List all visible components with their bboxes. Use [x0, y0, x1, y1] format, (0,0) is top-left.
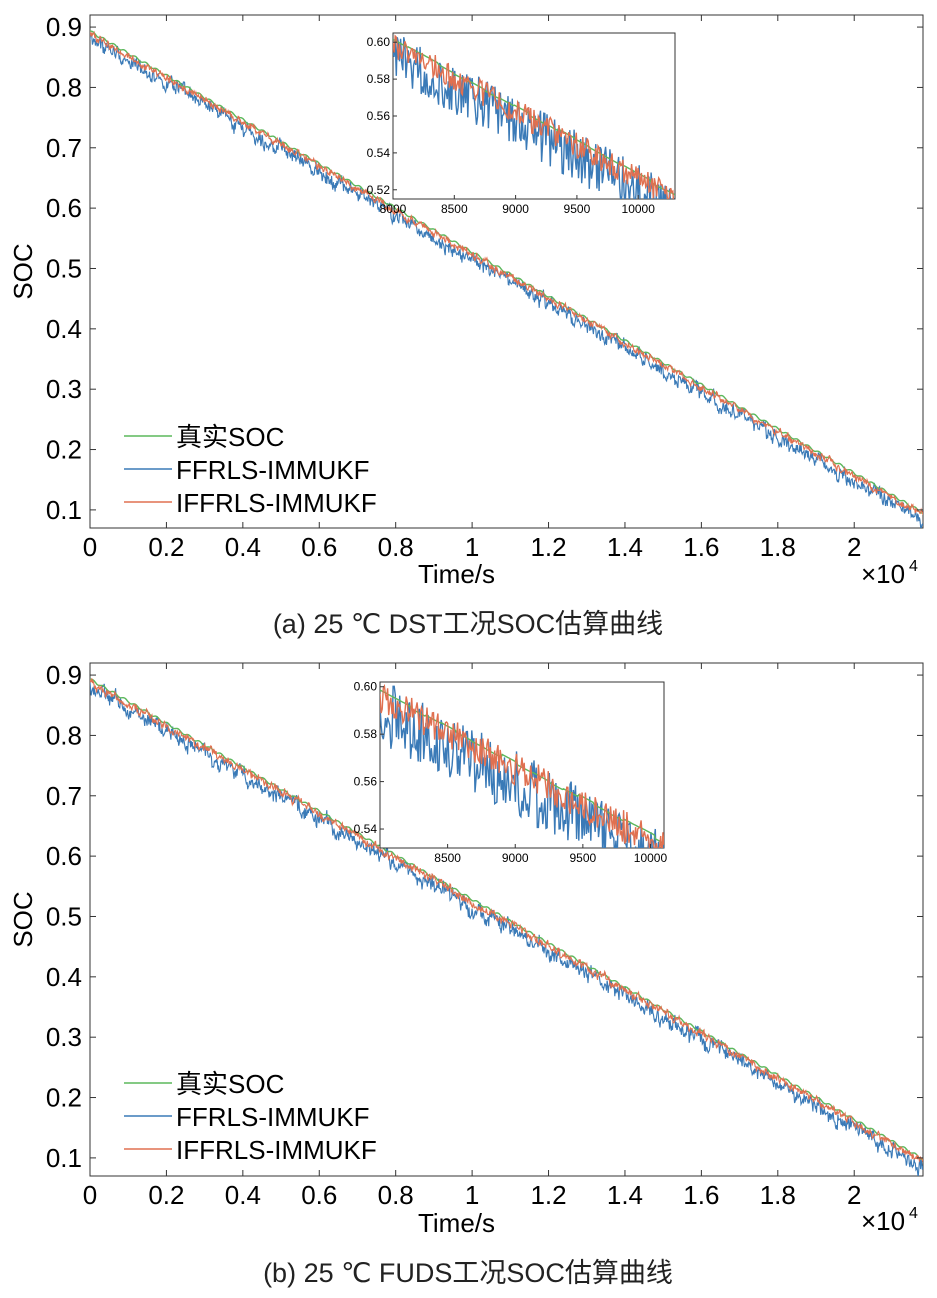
x-axis-multiplier: ×10 [861, 559, 905, 589]
x-axis-label: Time/s [418, 1208, 495, 1238]
figure-caption: (a) 25 ℃ DST工况SOC估算曲线 [273, 609, 663, 639]
y-tick-label: 0.4 [46, 962, 82, 992]
inset-y-tick-label: 0.58 [354, 727, 378, 741]
inset-zoom: 8000 8500 9000 9500 10000 0.52 0.54 0.56 0.58 0.6… [367, 32, 676, 216]
y-tick-label: 0.3 [46, 1022, 82, 1052]
inset-series-line-ffrls-immukf [380, 685, 664, 848]
inset-x-tick-label: 8000 [380, 202, 407, 216]
series-line-iffrls-immukf [90, 30, 923, 515]
x-tick-label: 2 [847, 1180, 861, 1210]
inset-x-tick-label: 9000 [502, 202, 529, 216]
x-tick-label: 0.6 [301, 532, 337, 562]
x-tick-label: 1.2 [530, 532, 566, 562]
x-tick-label: 0.2 [148, 532, 184, 562]
inset-x-tick-label: 9500 [564, 202, 591, 216]
x-tick-label: 0.6 [301, 1180, 337, 1210]
x-axis-label: Time/s [418, 559, 495, 589]
inset-y-tick-label: 0.54 [367, 146, 391, 160]
y-tick-label: 0.8 [46, 720, 82, 750]
inset-series-line-ffrls-immukf [393, 37, 675, 199]
inset-y-tick-label: 0.56 [367, 109, 391, 123]
x-axis-multiplier-exponent: 4 [909, 558, 918, 575]
inset-x-tick-label: 8500 [441, 202, 468, 216]
legend-label: IFFRLS-IMMUKF [176, 488, 377, 518]
x-tick-label: 0 [83, 532, 97, 562]
legend-label: FFRLS-IMMUKF [176, 1102, 370, 1132]
inset-x-tick-label: 9500 [570, 851, 597, 865]
y-tick-label: 0.7 [46, 781, 82, 811]
chart-a: 0 0.2 0.4 0.6 0.8 1 1.2 1.4 1.6 1.8 2 0.1 0.2 0.3 0.4 0… [8, 12, 924, 639]
x-tick-label: 1.8 [760, 1180, 796, 1210]
x-tick-label: 2 [847, 532, 861, 562]
y-tick-label: 0.4 [46, 314, 82, 344]
inset-zoom: 8500 9000 9500 10000 0.54 0.56 0.58 0.60 [354, 680, 668, 865]
x-tick-label: 0.8 [378, 532, 414, 562]
legend-label: 真实SOC [176, 422, 284, 452]
legend-label: 真实SOC [176, 1069, 284, 1099]
inset-y-tick-label: 0.60 [367, 35, 391, 49]
y-tick-label: 0.1 [46, 1143, 82, 1173]
inset-y-tick-label: 0.60 [354, 680, 378, 694]
inset-x-tick-label: 10000 [634, 851, 668, 865]
inset-series-line-iffrls-immukf [380, 683, 664, 848]
y-tick-label: 0.7 [46, 133, 82, 163]
y-axis-label: SOC [8, 243, 38, 299]
inset-x-tick-label: 10000 [622, 202, 656, 216]
inset-y-tick-label: 0.52 [367, 183, 391, 197]
y-tick-label: 0.2 [46, 435, 82, 465]
inset-y-tick-label: 0.56 [354, 775, 378, 789]
x-tick-label: 1.4 [607, 532, 643, 562]
y-tick-label: 0.2 [46, 1083, 82, 1113]
y-tick-label: 0.8 [46, 72, 82, 102]
y-tick-label: 0.5 [46, 901, 82, 931]
figure-caption: (b) 25 ℃ FUDS工况SOC估算曲线 [263, 1258, 673, 1288]
legend-label: IFFRLS-IMMUKF [176, 1135, 377, 1165]
y-tick-label: 0.5 [46, 253, 82, 283]
x-tick-label: 0.8 [378, 1180, 414, 1210]
y-axis-label: SOC [8, 891, 38, 947]
y-tick-label: 0.1 [46, 495, 82, 525]
x-tick-label: 1.6 [683, 532, 719, 562]
x-tick-label: 1.8 [760, 532, 796, 562]
x-axis-multiplier: ×10 [861, 1206, 905, 1236]
inset-y-tick-label: 0.58 [367, 72, 391, 86]
y-tick-label: 0.6 [46, 841, 82, 871]
inset-series-line-iffrls-immukf [393, 34, 675, 199]
y-tick-label: 0.3 [46, 374, 82, 404]
x-tick-label: 1.6 [683, 1180, 719, 1210]
x-tick-label: 0.2 [148, 1180, 184, 1210]
x-tick-label: 0.4 [225, 1180, 261, 1210]
x-tick-label: 1.4 [607, 1180, 643, 1210]
y-tick-label: 0.9 [46, 12, 82, 42]
x-tick-label: 0 [83, 1180, 97, 1210]
inset-y-tick-label: 0.54 [354, 822, 378, 836]
y-tick-label: 0.9 [46, 660, 82, 690]
chart-b: 0 0.2 0.4 0.6 0.8 1 1.2 1.4 1.6 1.8 2 0.1 0.2 0.3 0.4 0… [8, 660, 924, 1288]
series-line-iffrls-immukf [90, 678, 923, 1163]
x-axis-multiplier-exponent: 4 [909, 1205, 918, 1222]
x-tick-label: 1.2 [530, 1180, 566, 1210]
x-tick-label: 1 [465, 532, 479, 562]
legend-label: FFRLS-IMMUKF [176, 455, 370, 485]
inset-x-tick-label: 9000 [502, 851, 529, 865]
inset-x-tick-label: 8500 [434, 851, 461, 865]
x-tick-label: 0.4 [225, 532, 261, 562]
x-tick-label: 1 [465, 1180, 479, 1210]
y-tick-label: 0.6 [46, 193, 82, 223]
